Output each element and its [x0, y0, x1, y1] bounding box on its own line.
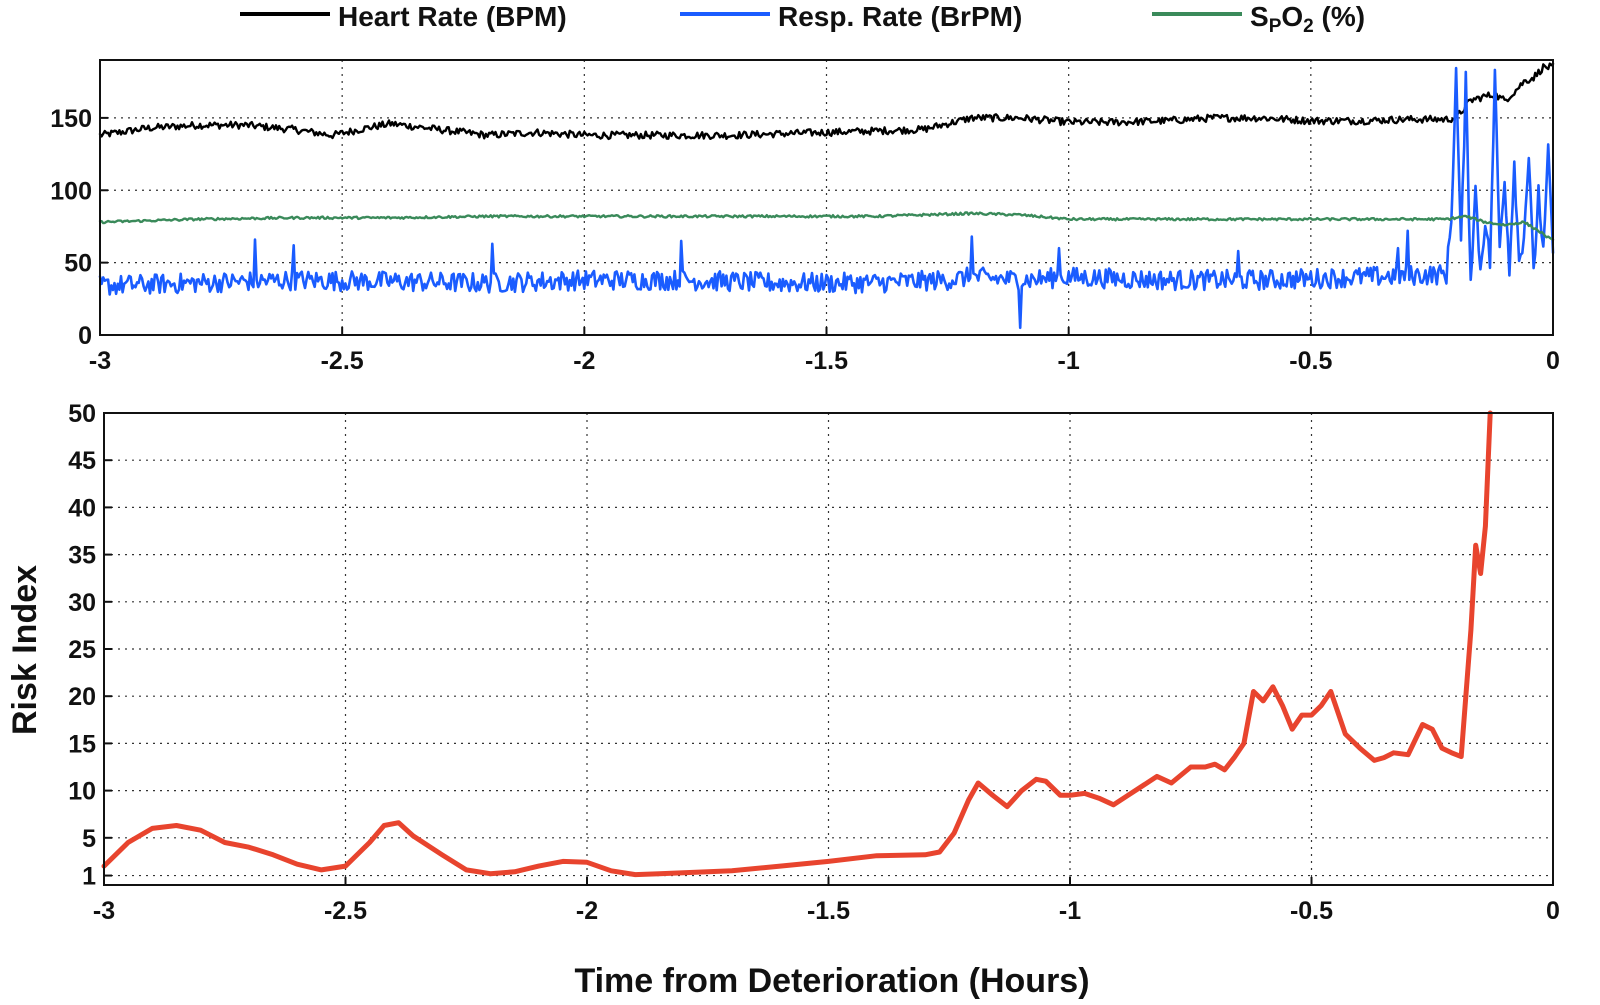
vitals-xtick-label: -2 [573, 347, 595, 375]
risk-xtick-label: -0.5 [1290, 897, 1333, 925]
vitals-ticks: -3 -2.5 -2 -1.5 -1 -0.5 0 0 50 100 150 [50, 105, 1560, 375]
spo2-sub-p: P [1269, 16, 1282, 37]
risk-panel: -3 -2.5 -2 -1.5 -1 -0.5 015101520253035404550 … [6, 400, 1560, 1000]
series-line-spo2 [98, 211, 1555, 242]
risk-ytick-label: 45 [68, 447, 96, 475]
vitals-ytick-label: 100 [50, 177, 92, 205]
risk-xtick-label: -1 [1059, 897, 1081, 925]
risk-xtick-label: 0 [1546, 897, 1560, 925]
risk-xtick-label: -2 [576, 897, 598, 925]
risk-grid [104, 413, 1553, 885]
risk-ytick-label: 5 [82, 825, 96, 853]
risk-xtick-label: -1.5 [807, 897, 850, 925]
legend-label-resp-rate: Resp. Rate (BrPM) [778, 1, 1022, 32]
spo2-suffix: (%) [1314, 1, 1365, 32]
legend-label-spo2: SPO2 (%) [1250, 1, 1365, 37]
vitals-frame [99, 59, 1554, 336]
risk-ytick-label: 25 [68, 636, 96, 664]
vitals-series [98, 62, 1555, 330]
vitals-ytick-label: 50 [64, 250, 92, 278]
legend-label-heart-rate: Heart Rate (BPM) [338, 1, 567, 32]
spo2-sub-2: 2 [1303, 16, 1314, 37]
vitals-grid [100, 60, 1553, 335]
series-line-resp-rate-brpm [98, 66, 1555, 330]
series-line-heart-rate-bpm [98, 62, 1555, 141]
vitals-xtick-label: 0 [1546, 347, 1560, 375]
risk-ytick-label: 30 [68, 589, 96, 617]
vitals-xtick-label: -0.5 [1289, 347, 1332, 375]
risk-ytick-label: 35 [68, 542, 96, 570]
risk-ytick-label: 15 [68, 730, 96, 758]
vitals-xtick-label: -1 [1058, 347, 1080, 375]
vitals-ytick-label: 0 [78, 322, 92, 350]
spo2-base: S [1250, 1, 1269, 32]
vitals-ytick-label: 150 [50, 105, 92, 133]
risk-ytick-label: 10 [68, 778, 96, 806]
series-line-risk-index [101, 410, 1493, 878]
vitals-xtick-label: -2.5 [321, 347, 364, 375]
risk-ytick-label: 50 [68, 400, 96, 428]
risk-xtick-label: -2.5 [324, 897, 367, 925]
vitals-xtick-label: -3 [89, 347, 111, 375]
legend: Heart Rate (BPM) Resp. Rate (BrPM) SPO2 … [240, 1, 1365, 37]
risk-ytick-label: 1 [82, 863, 96, 891]
risk-xtick-label: -3 [93, 897, 115, 925]
vitals-panel: -3 -2.5 -2 -1.5 -1 -0.5 0 0 50 100 150 [50, 59, 1560, 375]
x-axis-title: Time from Deterioration (Hours) [574, 962, 1089, 1000]
y-axis-title: Risk Index [6, 565, 44, 735]
spo2-mid: O [1281, 1, 1303, 32]
risk-series [101, 410, 1493, 878]
risk-ytick-label: 20 [68, 683, 96, 711]
vitals-xtick-label: -1.5 [805, 347, 848, 375]
risk-ytick-label: 40 [68, 494, 96, 522]
